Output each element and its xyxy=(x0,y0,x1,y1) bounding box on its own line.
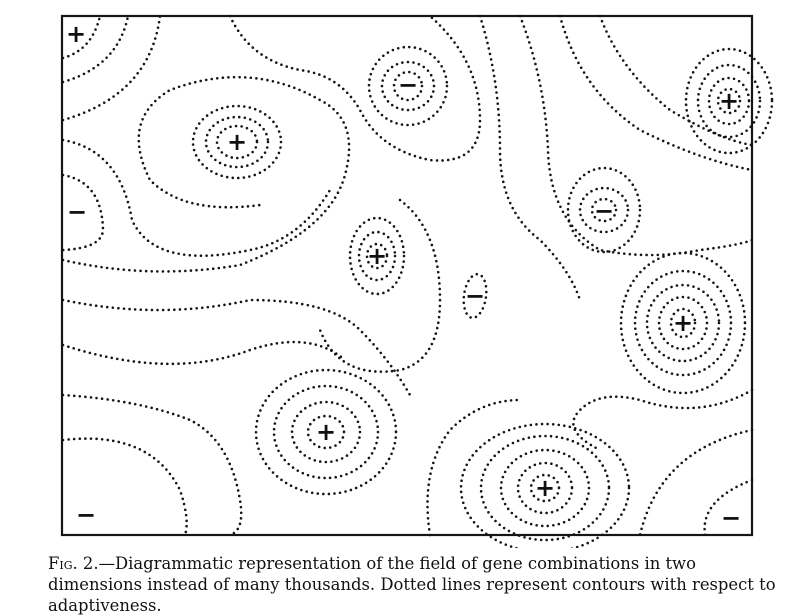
caption-label: Fig. 2. xyxy=(48,554,99,573)
contour-peak-right-ring-3 xyxy=(645,283,721,363)
marker-plus-upper-left: + xyxy=(227,128,247,156)
contour-pit-center-ring-1 xyxy=(462,272,488,320)
contour-top-center-outer xyxy=(228,14,482,162)
contour-peak-upper-left-ring-3 xyxy=(191,104,283,180)
contour-peak-right-ring-2 xyxy=(657,295,709,351)
contour-left-pit xyxy=(61,173,105,252)
contour-pit-right-ring-2 xyxy=(578,186,630,234)
figure-caption: Fig. 2.—Diagrammatic representation of t… xyxy=(48,553,788,616)
contour-peak-top-right-ring-3 xyxy=(696,63,762,139)
contour-peak-lower-left-ring-1 xyxy=(306,414,346,450)
marker-minus-left: − xyxy=(67,198,87,226)
contour-left-band-1 xyxy=(61,138,332,257)
contour-peak-right-ring-4 xyxy=(633,269,733,377)
contour-peak-upper-left-ring-2 xyxy=(204,115,270,169)
marker-minus-top-center: − xyxy=(398,71,418,99)
marker-plus-lower-left: + xyxy=(316,418,336,446)
contour-peak-top-right-ring-2 xyxy=(707,76,751,126)
adaptive-landscape-diagram: + − + − + − + − − + + + − xyxy=(60,14,774,548)
contour-peak-bottom-center-ring-4 xyxy=(479,434,611,542)
contour-center-bridge xyxy=(318,198,442,373)
marker-plus-top-right: + xyxy=(719,87,739,115)
contour-pit-right-ring-3 xyxy=(566,166,642,254)
marker-plus-right: + xyxy=(673,309,693,337)
contour-pit-top-center-ring-3 xyxy=(367,45,449,127)
contour-left-band-2 xyxy=(61,75,351,273)
marker-minus-bottom-right: − xyxy=(721,504,741,532)
figure-frame xyxy=(60,14,754,537)
contour-bottom-left-pit xyxy=(61,437,188,537)
contour-peak-center-ring-2 xyxy=(357,230,397,282)
contour-bottom-center-left xyxy=(426,398,522,537)
contour-peak-bottom-center-ring-1 xyxy=(529,473,561,503)
contour-peak-upper-left-ring-1 xyxy=(215,124,259,160)
contour-top-left-arc-3 xyxy=(61,14,162,122)
contour-peak-right-ring-1 xyxy=(669,307,697,339)
peak-markers: + − + − + − + − − + + + − xyxy=(66,20,741,532)
contour-center-vertical-2 xyxy=(518,14,754,257)
contour-peak-top-right-ring-1 xyxy=(716,87,742,115)
contour-right-lower xyxy=(572,388,754,452)
contour-peak-lower-left-ring-2 xyxy=(290,400,362,464)
marker-plus-bottom-center: + xyxy=(535,474,555,502)
contour-pit-right-ring-1 xyxy=(590,197,618,223)
marker-minus-right: − xyxy=(594,197,614,225)
contour-pit-top-center-ring-2 xyxy=(380,60,436,112)
contour-peak-bottom-center-ring-5 xyxy=(459,422,631,548)
contour-pit-top-center-ring-1 xyxy=(392,70,424,102)
contour-peak-bottom-center-ring-3 xyxy=(499,448,591,528)
contour-top-left-arc-2 xyxy=(61,14,130,84)
marker-minus-bottom-left: − xyxy=(76,501,96,529)
contour-peak-lower-left-ring-3 xyxy=(272,384,380,480)
contour-lines xyxy=(61,14,774,548)
contour-peak-center-ring-3 xyxy=(348,216,406,296)
contour-peak-lower-left-ring-4 xyxy=(254,368,398,496)
contour-top-left-arc-1 xyxy=(61,14,102,60)
marker-plus-top-left: + xyxy=(66,20,86,48)
contour-top-right-band xyxy=(558,14,754,172)
contour-mid-band xyxy=(61,298,412,397)
marker-plus-center: + xyxy=(367,242,387,270)
contour-peak-bottom-center-ring-2 xyxy=(516,461,574,515)
contour-left-lowest xyxy=(61,393,243,537)
contour-peak-center-ring-1 xyxy=(365,242,389,270)
contour-peak-top-right-ring-4 xyxy=(684,47,774,155)
contour-center-vertical-1 xyxy=(478,14,582,302)
contour-top-right-band-2 xyxy=(598,14,754,147)
contour-peak-right-ring-5 xyxy=(619,251,747,395)
contour-left-lower xyxy=(61,340,347,366)
marker-minus-center: − xyxy=(465,282,485,310)
contour-bottom-right-pit xyxy=(703,478,754,537)
contour-bottom-right-arc xyxy=(638,428,754,537)
